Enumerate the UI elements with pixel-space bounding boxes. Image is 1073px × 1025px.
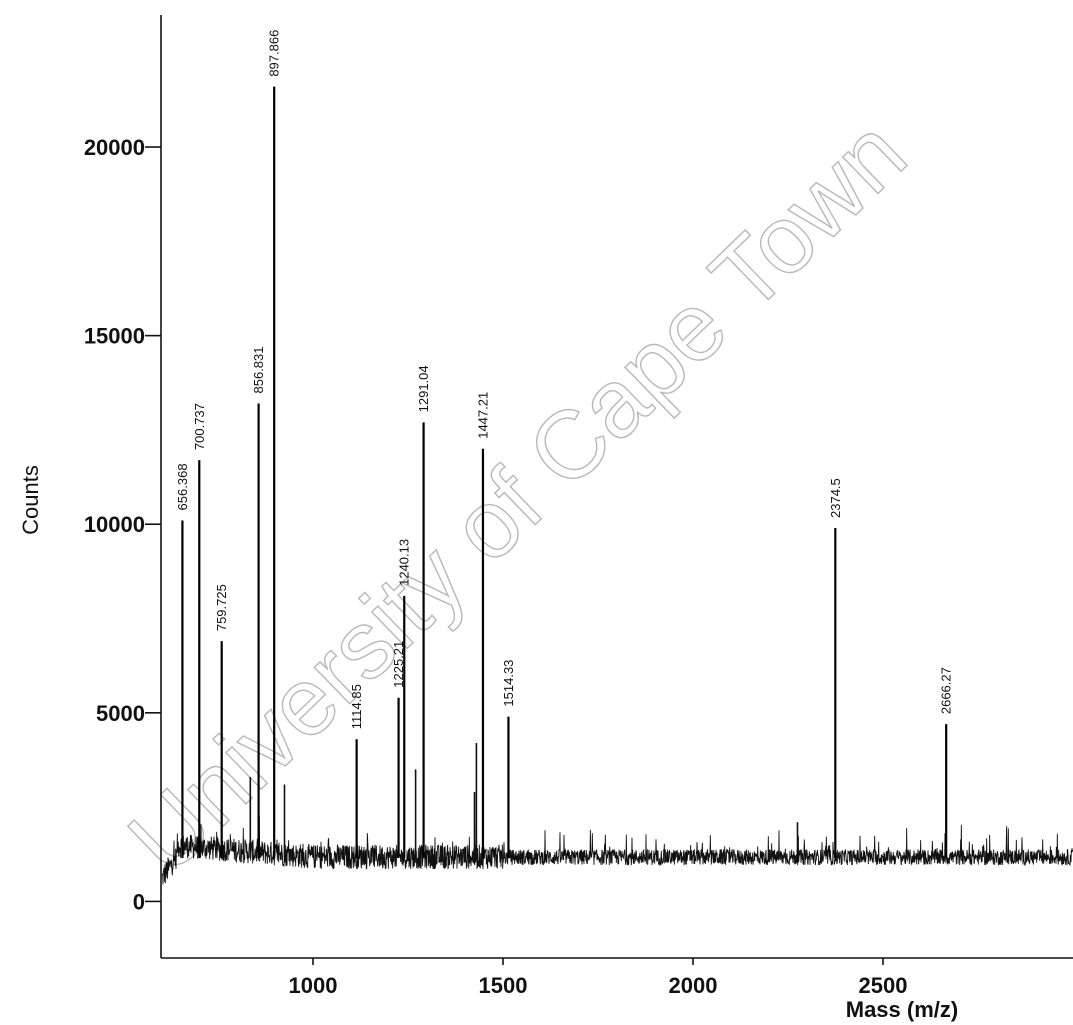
peak-label: 759.725 [214, 584, 229, 631]
watermark: University of Cape Town [109, 99, 927, 894]
spectrum-trace [161, 816, 1073, 885]
y-tick-label: 10000 [84, 512, 145, 537]
peak-label: 1291.04 [416, 365, 431, 412]
peak-label: 656.368 [175, 463, 190, 510]
peak-label: 2374.5 [828, 478, 843, 518]
peak-label: 856.831 [251, 347, 266, 394]
x-tick-label: 1000 [289, 973, 338, 998]
y-tick-label: 0 [133, 889, 145, 914]
y-axis-title: Counts [18, 465, 43, 535]
y-tick-label: 20000 [84, 135, 145, 160]
y-tick-label: 15000 [84, 324, 145, 349]
peak-label: 1114.85 [349, 684, 364, 729]
ticks: 1000 1500 2000 2500 0 5000 10000 15000 20000 [84, 135, 908, 998]
peak-label: 1514.33 [501, 660, 516, 707]
peak-label: 1447.21 [475, 392, 490, 439]
x-tick-label: 2000 [669, 973, 718, 998]
peak-label: 1240.13 [397, 539, 412, 586]
peak-label: 897.866 [267, 30, 282, 77]
peak-label: 1225.21 [391, 641, 406, 688]
x-tick-label: 2500 [859, 973, 908, 998]
x-tick-label: 1500 [479, 973, 528, 998]
x-axis-title: Mass (m/z) [846, 997, 958, 1022]
y-tick-label: 5000 [96, 701, 145, 726]
spectrum-noise-trace [161, 816, 1073, 885]
peak-label: 2666.27 [939, 667, 954, 714]
axes [160, 15, 1073, 959]
peak-label: 700.737 [192, 403, 207, 450]
